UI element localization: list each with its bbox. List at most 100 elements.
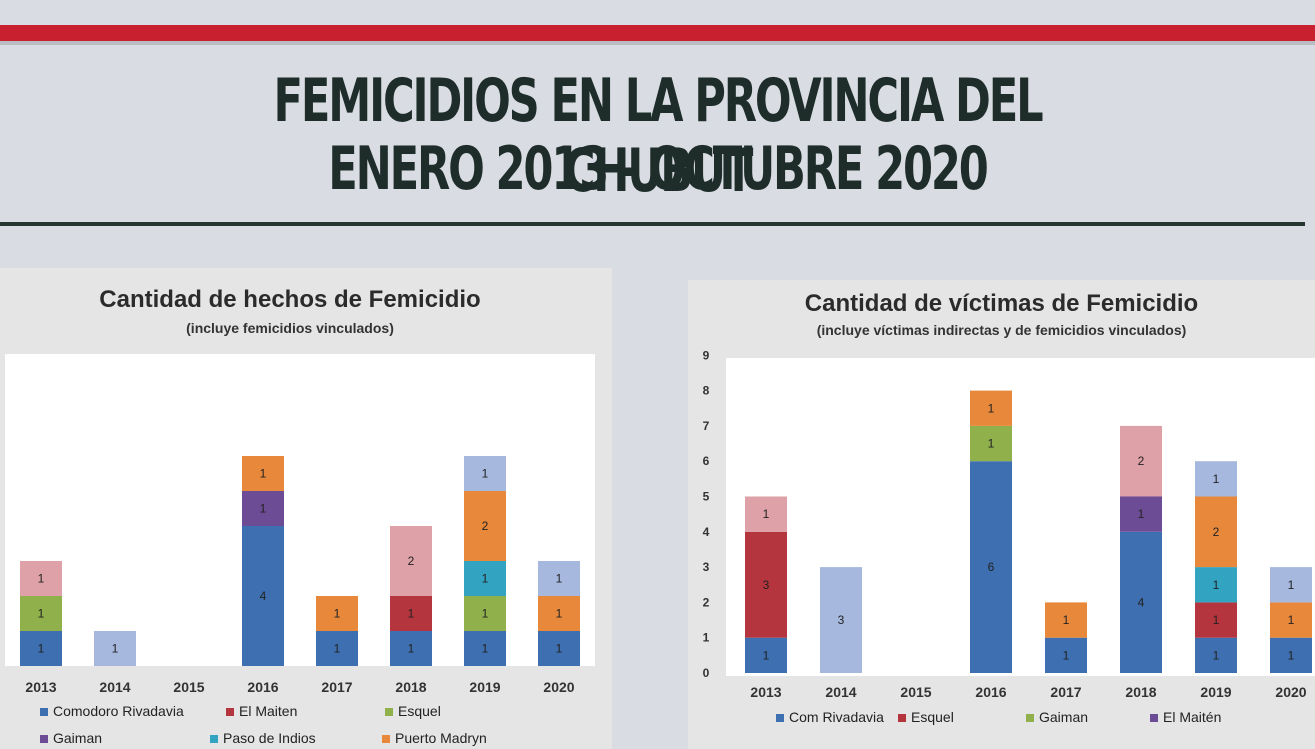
legend-swatch xyxy=(1150,714,1158,723)
legend-item-el-maiten: El Maiten xyxy=(226,703,297,719)
data-label: 1 xyxy=(1063,648,1070,662)
bar-comodoro-rivadavia-2020 xyxy=(538,631,580,666)
legend-swatch xyxy=(385,708,393,717)
legend-label: El Maiten xyxy=(239,703,298,719)
legend-label: Gaiman xyxy=(1039,709,1089,725)
data-label: 4 xyxy=(260,589,267,603)
top-bar-shadow xyxy=(0,41,1315,45)
bar-trelew-2018 xyxy=(390,526,432,596)
bar-puerto-madryn-2020 xyxy=(1270,602,1312,638)
x-tick-label: 2013 xyxy=(750,684,781,700)
bar-el-maiten-2013 xyxy=(745,531,787,638)
data-label: 1 xyxy=(482,642,489,656)
bar-esquel-2016 xyxy=(970,425,1012,462)
page-title-line-2: ENERO 2013 - OCTUBRE 2020 xyxy=(328,134,989,204)
bar-sarmiento-2019 xyxy=(1195,461,1237,497)
bar-sarmiento-2014 xyxy=(820,567,862,673)
bar-sarmiento-2019 xyxy=(464,456,506,491)
y-tick-label: 1 xyxy=(703,631,710,645)
legend-swatch xyxy=(210,735,218,744)
y-tick-label: 7 xyxy=(703,419,710,433)
bar-comodoro-rivadavia-2016 xyxy=(970,461,1012,673)
legend-item-esquel: Esquel xyxy=(385,703,441,719)
data-label: 2 xyxy=(1213,525,1220,539)
data-label: 1 xyxy=(112,642,119,656)
x-tick-label: 2016 xyxy=(975,684,1006,700)
data-label: 1 xyxy=(1213,613,1220,627)
data-label: 1 xyxy=(556,572,563,586)
bar-gaiman-2018 xyxy=(1120,496,1162,532)
bar-esquel-2019 xyxy=(464,596,506,631)
y-tick-label: 6 xyxy=(703,454,710,468)
legend-item-comodoro-rivadavia: Comodoro Rivadavia xyxy=(40,703,184,719)
legend-item-com-rivadavia: Com Rivadavia xyxy=(776,709,884,725)
x-tick-label: 2020 xyxy=(543,679,574,695)
legend-swatch xyxy=(898,714,906,723)
bar-puerto-madryn-2016 xyxy=(242,456,284,491)
chart-title-victimas: Cantidad de víctimas de Femicidio xyxy=(804,290,1199,317)
bar-comodoro-rivadavia-2013 xyxy=(20,631,62,666)
legend-label: Gaiman xyxy=(53,730,103,746)
chart-panel-victimas: Cantidad de víctimas de Femicidio (inclu… xyxy=(688,280,1315,749)
x-tick-label: 2014 xyxy=(825,684,856,700)
data-label: 1 xyxy=(1138,507,1145,521)
data-label: 1 xyxy=(1063,613,1070,627)
page-title-line-1: FEMICIDIOS EN LA PROVINCIA DEL CHUBUT xyxy=(273,66,1044,206)
chart-subtitle-hechos: (incluye femicidios vinculados) xyxy=(186,320,394,336)
data-label: 1 xyxy=(408,607,415,621)
x-tick-label: 2017 xyxy=(1050,684,1081,700)
data-label: 1 xyxy=(260,467,267,481)
data-label: 1 xyxy=(408,642,415,656)
legend-victimas: Com Rivadavia Esquel Gaiman El Maitén xyxy=(688,280,1315,749)
x-tick-label: 2019 xyxy=(1200,684,1231,700)
top-red-bar xyxy=(0,25,1315,41)
bar-puerto-madryn-2017 xyxy=(316,596,358,631)
y-tick-label: 0 xyxy=(703,666,710,680)
chart-panel-hechos: Cantidad de hechos de Femicidio (incluye… xyxy=(0,268,612,749)
data-label: 3 xyxy=(838,613,845,627)
bar-comodoro-rivadavia-2017 xyxy=(316,631,358,666)
y-tick-label: 3 xyxy=(703,560,710,574)
legend-item-gaiman: Gaiman xyxy=(40,730,102,746)
x-tick-label: 2018 xyxy=(395,679,426,695)
data-label: 1 xyxy=(1213,472,1220,486)
data-label: 1 xyxy=(482,467,489,481)
bar-comodoro-rivadavia-2020 xyxy=(1270,637,1312,673)
x-tick-label: 2016 xyxy=(247,679,278,695)
bar-paso-de-indios-2019 xyxy=(1195,567,1237,603)
data-label: 1 xyxy=(482,572,489,586)
legend-swatch xyxy=(40,735,48,744)
y-tick-label: 2 xyxy=(703,595,710,609)
bar-puerto-madryn-2019 xyxy=(464,491,506,561)
bar-comodoro-rivadavia-2019 xyxy=(464,631,506,666)
x-tick-label: 2015 xyxy=(173,679,204,695)
legend-swatch xyxy=(40,708,48,717)
bar-comodoro-rivadavia-2017 xyxy=(1045,637,1087,673)
data-label: 1 xyxy=(1288,613,1295,627)
data-label: 2 xyxy=(1138,454,1145,468)
data-label: 1 xyxy=(38,642,45,656)
y-tick-label: 9 xyxy=(703,348,710,362)
data-label: 1 xyxy=(1213,648,1220,662)
bar-comodoro-rivadavia-2019 xyxy=(1195,637,1237,673)
bar-paso-de-indios-2019 xyxy=(464,561,506,596)
legend-swatch xyxy=(382,735,390,744)
y-tick-label: 5 xyxy=(703,490,710,504)
legend-label: Com Rivadavia xyxy=(789,709,884,725)
bar-sarmiento-2020 xyxy=(1270,567,1312,603)
legend-label: El Maitén xyxy=(1163,709,1222,725)
chart-hechos: 1 1 1 2013 1 2014 2015 4 1 1 2016 1 1 2017 1 1 2 2018 1 1 1 2… xyxy=(5,354,595,695)
bar-sarmiento-2014 xyxy=(94,631,136,666)
x-tick-label: 2017 xyxy=(321,679,352,695)
x-tick-label: 2019 xyxy=(469,679,500,695)
data-label: 2 xyxy=(408,554,415,568)
data-label: 1 xyxy=(988,437,995,451)
bar-comodoro-rivadavia-2018 xyxy=(1120,531,1162,673)
data-label: 1 xyxy=(38,607,45,621)
bar-trelew-2013 xyxy=(745,496,787,532)
data-label: 1 xyxy=(482,607,489,621)
legend-item-paso-de-indios: Paso de Indios xyxy=(210,730,316,746)
bar-esquel-2013 xyxy=(20,596,62,631)
data-label: 1 xyxy=(1288,578,1295,592)
data-label: 1 xyxy=(763,507,770,521)
